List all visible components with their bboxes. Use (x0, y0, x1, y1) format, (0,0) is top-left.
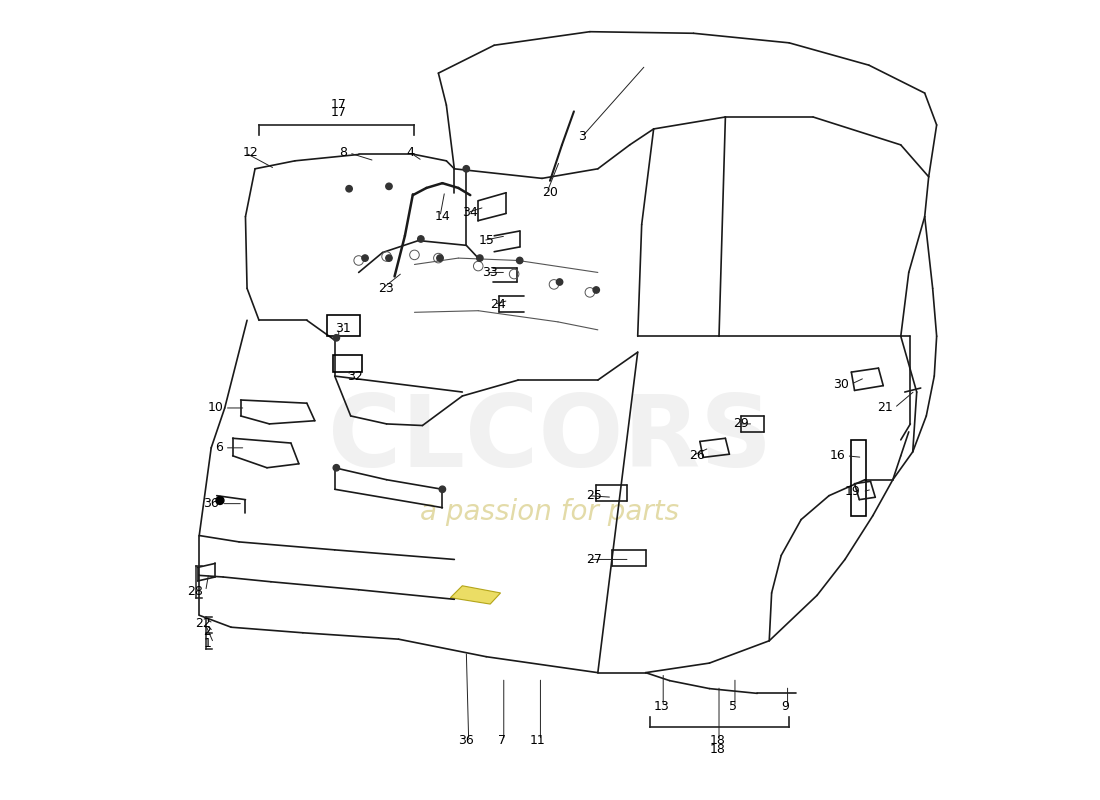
Text: 12: 12 (243, 146, 258, 159)
Circle shape (593, 286, 600, 293)
Text: 10: 10 (207, 402, 223, 414)
Text: 26: 26 (690, 450, 705, 462)
Text: 34: 34 (462, 206, 478, 219)
Text: 36: 36 (459, 734, 474, 747)
Circle shape (362, 255, 369, 262)
Text: 21: 21 (877, 402, 893, 414)
Text: 36: 36 (204, 497, 219, 510)
Circle shape (463, 166, 470, 172)
Text: 22: 22 (196, 617, 211, 630)
Text: 9: 9 (781, 701, 789, 714)
Polygon shape (450, 586, 500, 604)
Text: 29: 29 (734, 418, 749, 430)
Text: 3: 3 (578, 130, 586, 143)
Text: 14: 14 (434, 210, 450, 223)
Circle shape (437, 255, 443, 262)
Text: 27: 27 (586, 553, 602, 566)
Text: a passion for parts: a passion for parts (420, 498, 680, 526)
Text: 16: 16 (829, 450, 845, 462)
Text: 25: 25 (586, 489, 602, 502)
Text: 20: 20 (542, 186, 558, 199)
Text: 2: 2 (204, 625, 211, 638)
Text: 18: 18 (710, 743, 725, 756)
Text: 24: 24 (491, 298, 506, 311)
Text: 28: 28 (187, 585, 204, 598)
Circle shape (517, 258, 522, 264)
Circle shape (216, 497, 224, 505)
Circle shape (557, 279, 563, 285)
Text: 11: 11 (530, 734, 546, 747)
Circle shape (476, 255, 483, 262)
Text: 33: 33 (482, 266, 498, 279)
Text: 5: 5 (729, 701, 737, 714)
Text: 23: 23 (378, 282, 394, 295)
Text: 15: 15 (478, 234, 494, 247)
Text: 32: 32 (346, 370, 363, 382)
Text: 17: 17 (331, 106, 346, 119)
Text: 4: 4 (407, 146, 415, 159)
Text: 19: 19 (845, 485, 861, 498)
Text: 7: 7 (498, 734, 506, 747)
Text: 31: 31 (334, 322, 351, 334)
Circle shape (439, 486, 446, 493)
Bar (851, 440, 866, 515)
Text: CLCORS: CLCORS (328, 391, 772, 488)
Text: 8: 8 (339, 146, 346, 159)
Circle shape (345, 186, 352, 192)
Circle shape (386, 255, 392, 262)
Circle shape (418, 236, 424, 242)
Text: 13: 13 (653, 701, 670, 714)
Bar (333, 354, 362, 372)
Text: 18: 18 (710, 734, 725, 747)
Text: 17: 17 (331, 98, 346, 110)
Bar (327, 315, 361, 336)
Circle shape (333, 334, 340, 341)
Text: 30: 30 (833, 378, 849, 390)
Text: 6: 6 (216, 442, 223, 454)
Circle shape (333, 465, 340, 471)
Circle shape (386, 183, 392, 190)
Text: 1: 1 (204, 637, 211, 650)
